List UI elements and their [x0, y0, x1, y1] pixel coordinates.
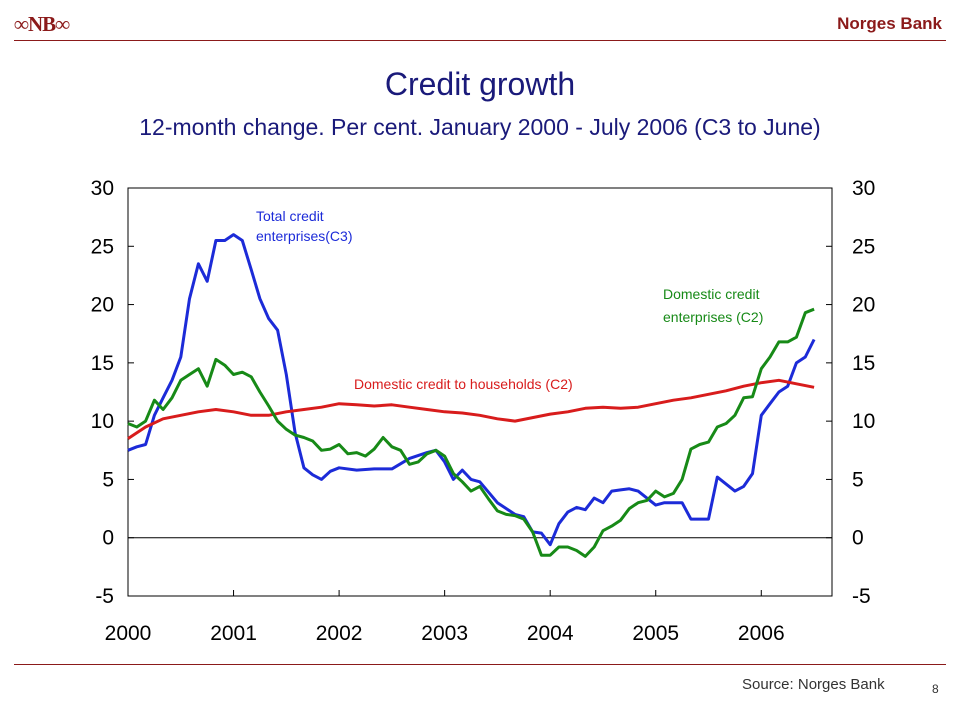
y-tick-label-left: -5 — [95, 585, 114, 608]
x-tick-label: 2005 — [632, 622, 679, 645]
y-tick-label-left: 15 — [91, 352, 114, 375]
chart-subtitle: 12-month change. Per cent. January 2000 … — [139, 114, 821, 140]
y-tick-label-left: 20 — [91, 294, 114, 317]
header-divider — [14, 40, 946, 41]
y-tick-label-right: 25 — [852, 235, 875, 258]
brand-name: Norges Bank — [837, 14, 942, 33]
series-label: enterprises (C2) — [663, 309, 763, 325]
y-tick-label-left: 5 — [102, 468, 114, 491]
x-tick-label: 2006 — [738, 622, 785, 645]
y-tick-label-right: 10 — [852, 410, 875, 433]
x-tick-label: 2001 — [210, 622, 257, 645]
x-tick-label: 2004 — [527, 622, 574, 645]
source-note: Source: Norges Bank — [742, 676, 885, 693]
x-tick-label: 2000 — [105, 622, 152, 645]
x-tick-label: 2003 — [421, 622, 468, 645]
y-tick-label-right: 5 — [852, 468, 864, 491]
series-label: enterprises(C3) — [256, 228, 352, 244]
series-line — [127, 378, 815, 440]
y-tick-label-left: 0 — [102, 527, 114, 550]
y-tick-label-right: 15 — [852, 352, 875, 375]
y-tick-label-left: 30 — [91, 177, 114, 200]
footer-divider — [14, 664, 946, 665]
y-tick-label-right: -5 — [852, 585, 871, 608]
series-label: Domestic credit to households (C2) — [354, 376, 573, 392]
y-tick-label-left: 25 — [91, 235, 114, 258]
plot-frame — [127, 187, 833, 597]
y-tick-label-right: 20 — [852, 294, 875, 317]
series-line — [127, 233, 816, 547]
chart-title: Credit growth — [384, 66, 576, 102]
y-tick-label-right: 0 — [852, 527, 864, 550]
series-line — [127, 307, 815, 558]
series-label: Total credit — [256, 208, 324, 224]
page-number: 8 — [932, 682, 939, 696]
y-tick-label-left: 10 — [91, 410, 114, 433]
x-tick-label: 2002 — [316, 622, 363, 645]
norges-bank-logo: ∞NB∞ — [14, 12, 70, 36]
series-label: Domestic credit — [663, 286, 760, 302]
y-tick-label-right: 30 — [852, 177, 875, 200]
